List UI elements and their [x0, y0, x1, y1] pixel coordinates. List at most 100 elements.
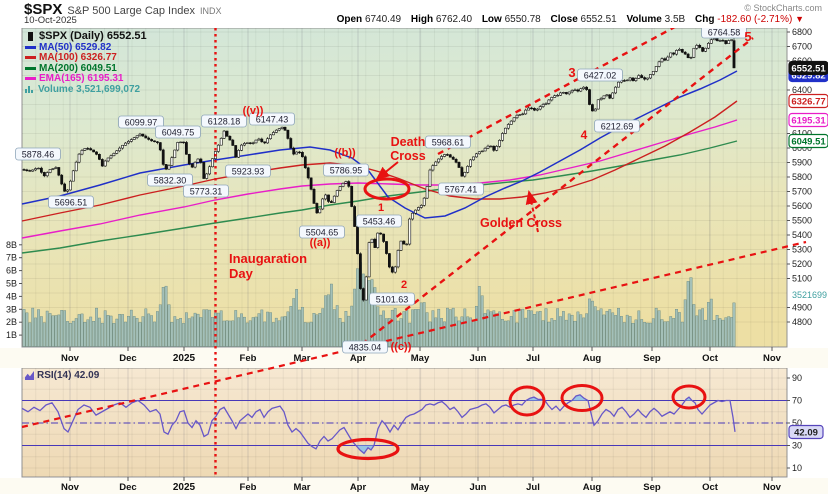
price-badge: [788, 93, 828, 109]
volume-bars-layer: [22, 262, 736, 347]
svg-text:4900: 4900: [792, 303, 812, 313]
svg-text:5101.63: 5101.63: [376, 295, 409, 305]
high-value: 6762.40: [435, 14, 473, 25]
svg-text:42.09: 42.09: [794, 428, 818, 439]
trendlines-clipped-layer: [361, 28, 754, 345]
svg-text:6552.51: 6552.51: [791, 64, 826, 75]
price-badge: [788, 60, 828, 76]
price-callout: [369, 292, 415, 306]
price-callout: [425, 135, 471, 149]
svg-text:5800: 5800: [792, 172, 812, 182]
svg-text:Mar: Mar: [294, 482, 311, 493]
red-circle-annotation: [560, 384, 604, 412]
svg-text:5600: 5600: [792, 201, 812, 211]
price-callout: [249, 112, 295, 126]
rsi-line-icon: [25, 371, 34, 380]
annotation-arrows-layer: [375, 161, 539, 233]
chg-label: Chg: [695, 14, 715, 25]
grid-layer: [22, 28, 787, 477]
volume-axis-value: 3521699: [792, 290, 827, 300]
legend-ma100: MA(100) 6326.77: [25, 52, 147, 64]
svg-text:Mar: Mar: [294, 353, 311, 364]
svg-text:Feb: Feb: [240, 353, 257, 364]
red-dashed-trendline: [361, 37, 754, 345]
rsi-value-badge: [788, 424, 824, 440]
legend-ma200: MA(200) 6049.51: [25, 63, 147, 74]
svg-text:90: 90: [792, 373, 802, 383]
svg-text:May: May: [411, 482, 430, 493]
price-callout: [118, 115, 164, 129]
svg-text:4800: 4800: [792, 317, 812, 327]
copyright: © StockCharts.com: [744, 3, 822, 13]
svg-text:Dec: Dec: [119, 353, 136, 364]
svg-text:5923.93: 5923.93: [232, 167, 265, 177]
svg-text:5696.51: 5696.51: [55, 198, 88, 208]
svg-text:5200: 5200: [792, 259, 812, 269]
svg-text:Nov: Nov: [61, 353, 80, 364]
legend-ma50: MA(50) 6529.82: [25, 42, 147, 53]
elliott-wave-label: ((c)): [391, 341, 412, 353]
svg-text:6147.43: 6147.43: [256, 115, 289, 125]
svg-text:Jun: Jun: [470, 482, 487, 493]
svg-text:6212.69: 6212.69: [601, 122, 634, 132]
price-callout: [15, 147, 61, 161]
open-label: Open: [336, 14, 363, 25]
axes-layer: Nov Nov Dec Dec 2025 2025 Feb Feb Mar Mar Apr Apr Ma…: [0, 27, 828, 494]
red-annotation-text: Cross: [390, 149, 425, 163]
elliott-wave-label: 5: [744, 29, 751, 44]
legend-ma100-label: MA(100) 6326.77: [39, 52, 117, 64]
svg-text:5300: 5300: [792, 245, 812, 255]
svg-text:5968.61: 5968.61: [432, 138, 465, 148]
svg-text:Jun: Jun: [470, 353, 487, 364]
chart-date: 10-Oct-2025: [24, 15, 77, 26]
svg-text:5878.46: 5878.46: [22, 150, 55, 160]
rsi-panel: [21, 367, 788, 478]
main-legend: $SPX (Daily) 6552.51 MA(50) 6529.82 MA(1…: [25, 30, 147, 95]
close-value: 6552.51: [580, 14, 617, 25]
annotation-ellipses-layer: [336, 177, 707, 461]
chg-down-arrow-icon: ▼: [795, 14, 804, 24]
svg-text:5767.41: 5767.41: [445, 185, 478, 195]
svg-text:5B: 5B: [6, 279, 17, 289]
svg-text:6400: 6400: [792, 85, 812, 95]
open-value: 6740.49: [364, 14, 402, 25]
price-callout: [577, 68, 623, 82]
svg-text:10: 10: [792, 463, 802, 473]
svg-text:Nov: Nov: [763, 353, 782, 364]
volume-label: Volume: [626, 14, 662, 25]
svg-text:5504.65: 5504.65: [306, 228, 339, 238]
ma50-line-icon: [25, 45, 36, 49]
price-callout: [225, 164, 271, 178]
svg-text:Jul: Jul: [526, 482, 540, 493]
red-annotation-text: Golden Cross: [480, 216, 562, 230]
elliott-wave-label: 1: [378, 202, 384, 214]
panels-layer: [21, 27, 788, 478]
svg-text:6099.97: 6099.97: [125, 118, 158, 128]
elliott-wave-label: ((a)): [310, 237, 331, 249]
svg-text:5700: 5700: [792, 187, 812, 197]
price-badge: [788, 112, 828, 128]
price-callout: [155, 125, 201, 139]
elliott-wave-label: 3: [568, 65, 575, 80]
svg-text:6195.31: 6195.31: [791, 116, 826, 127]
svg-text:Sep: Sep: [643, 353, 661, 364]
svg-text:5786.95: 5786.95: [330, 166, 363, 176]
red-dashed-trendline: [437, 28, 676, 156]
svg-text:Jul: Jul: [526, 353, 540, 364]
symbol: $SPX: [24, 1, 63, 18]
svg-text:2B: 2B: [6, 317, 17, 327]
legend-ma200-label: MA(200) 6049.51: [39, 62, 117, 74]
svg-text:Aug: Aug: [583, 353, 602, 364]
legend-spx: $SPX (Daily) 6552.51: [25, 30, 147, 42]
price-callout: [48, 195, 94, 209]
ma100-line: [21, 100, 738, 222]
red-annotation-text: Inaugaration: [229, 251, 307, 266]
red-circle-annotation: [336, 437, 400, 461]
svg-text:5832.30: 5832.30: [154, 176, 187, 186]
price-callouts-layer: 5878.46 5696.51 6099.97 6049.75 5832.305773.…: [15, 25, 747, 354]
svg-text:6B: 6B: [6, 266, 17, 276]
svg-text:70: 70: [792, 396, 802, 406]
